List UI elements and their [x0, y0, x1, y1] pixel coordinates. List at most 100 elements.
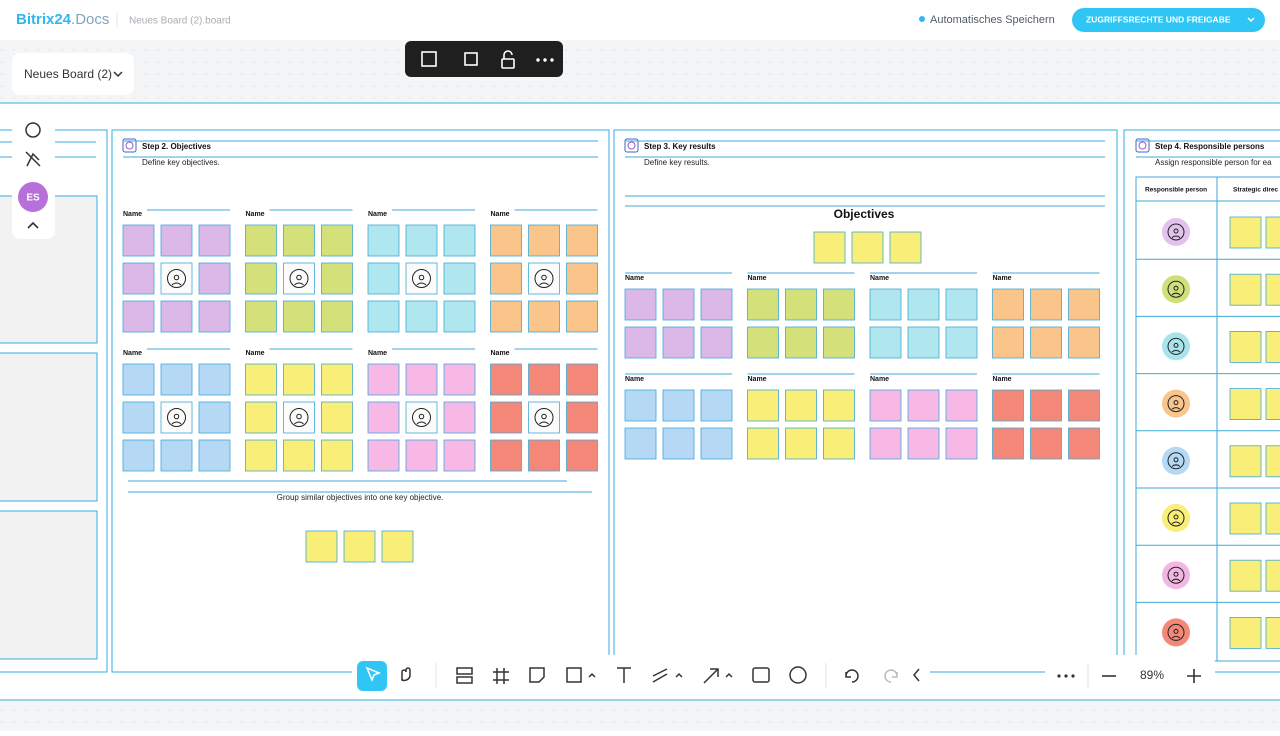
- avatar-bg: [1162, 446, 1190, 475]
- sticky-note: [1030, 326, 1062, 359]
- objectives-heading: Objectives: [834, 207, 895, 221]
- eye: [296, 413, 302, 420]
- sticky-note: [624, 389, 657, 422]
- tools: [401, 666, 920, 684]
- avatar-bg: [1162, 332, 1190, 361]
- sticky-note: [1265, 388, 1280, 421]
- sticky-note: [1265, 502, 1280, 535]
- sticky-note: [528, 224, 560, 257]
- side-panel: [12, 112, 55, 239]
- sticky-note: [528, 363, 560, 396]
- sticky-note: [490, 401, 522, 434]
- sticky-note: [490, 224, 522, 257]
- mouth: [171, 421, 182, 425]
- frame-subtitle: Define key objectives.: [142, 158, 220, 167]
- sticky-note: [321, 439, 353, 472]
- column-header: Responsible person: [1145, 187, 1207, 194]
- sticky-note: [122, 401, 155, 434]
- frame-title: Step 2. Objectives: [142, 142, 211, 151]
- avatar[interactable]: [18, 182, 48, 212]
- sticky-note: [198, 401, 231, 434]
- sticky-note: [747, 427, 779, 460]
- sticky-note: [1030, 427, 1062, 460]
- group-label: Name: [123, 211, 142, 218]
- icon[interactable]: [464, 52, 478, 66]
- select-tool[interactable]: [357, 661, 387, 691]
- text-tool[interactable]: [617, 667, 631, 683]
- face: [289, 408, 309, 427]
- sticky-note: [945, 427, 978, 460]
- face: [167, 408, 186, 427]
- template-tool[interactable]: [456, 667, 473, 675]
- sticky-note: [283, 439, 315, 472]
- zoom-in[interactable]: [1187, 669, 1201, 683]
- sticky-note: [662, 288, 695, 321]
- eye: [418, 413, 425, 420]
- sticky-note: [624, 288, 657, 321]
- collapse-icon[interactable]: [27, 221, 39, 229]
- sticky-note: [367, 363, 400, 396]
- frame-icon: [624, 138, 639, 153]
- face: [1167, 280, 1185, 298]
- avatar-bg: [1162, 618, 1190, 647]
- sticky-note: [813, 231, 846, 264]
- face: [167, 269, 186, 288]
- frame-subtitle: Define key results.: [644, 158, 710, 167]
- icon[interactable]: [421, 51, 437, 67]
- mouth: [1171, 464, 1181, 467]
- share-label: ZUGRIFFSRECHTE UND FREIGABE: [1086, 14, 1231, 24]
- group-label: Name: [993, 376, 1012, 383]
- pen-tool[interactable]: [652, 668, 668, 683]
- logo-product: .Docs: [71, 11, 109, 28]
- sticky-note: [1229, 617, 1262, 649]
- group-label: Name: [123, 350, 142, 357]
- board-menu[interactable]: [12, 53, 134, 95]
- sticky-note: [198, 224, 231, 257]
- sticky-note: [198, 439, 231, 472]
- sticky-note: [160, 224, 193, 257]
- face: [412, 408, 431, 427]
- face: [1167, 623, 1185, 641]
- sticky-note: [283, 363, 315, 396]
- more[interactable]: [1057, 674, 1061, 678]
- sticky-note: [283, 224, 315, 257]
- sticky-tool[interactable]: [529, 667, 545, 683]
- panel: [0, 352, 98, 502]
- collapse-toolbar[interactable]: [913, 668, 920, 682]
- avatar-bg: [1162, 389, 1190, 418]
- eye: [418, 274, 425, 281]
- group-label: Name: [870, 376, 889, 383]
- timer-icon[interactable]: [25, 122, 41, 138]
- sticky-note: [198, 363, 231, 396]
- image-tool[interactable]: [752, 667, 770, 683]
- more: [1071, 674, 1075, 678]
- sticky-note: [405, 224, 438, 257]
- arrow-tool[interactable]: [703, 668, 719, 684]
- sticky-note: [907, 389, 940, 422]
- frame-tool[interactable]: [493, 668, 509, 684]
- caret: [675, 672, 683, 678]
- group-label: Name: [246, 350, 265, 357]
- chevron: [113, 71, 123, 78]
- sticky-note: [443, 262, 476, 295]
- shape-tool[interactable]: [566, 667, 582, 683]
- redo[interactable]: [884, 669, 898, 683]
- hand-tool[interactable]: [401, 667, 411, 682]
- sticky-note: [945, 326, 978, 359]
- icon[interactable]: [501, 58, 515, 69]
- icon[interactable]: [536, 58, 540, 62]
- sticky-note: [823, 326, 855, 359]
- face: [1167, 566, 1185, 584]
- sticky-note: [122, 439, 155, 472]
- face: [1167, 337, 1185, 355]
- eye: [541, 274, 547, 281]
- sticky-note: [992, 288, 1024, 321]
- share-button[interactable]: [1072, 8, 1265, 32]
- content: Step 2. Objectives Define key objectives.…: [122, 138, 1280, 662]
- pen-off-icon[interactable]: [25, 151, 41, 167]
- logo[interactable]: Bitrix24.Docs: [16, 11, 109, 28]
- undo[interactable]: [845, 669, 859, 683]
- emoji-tool[interactable]: [789, 666, 807, 684]
